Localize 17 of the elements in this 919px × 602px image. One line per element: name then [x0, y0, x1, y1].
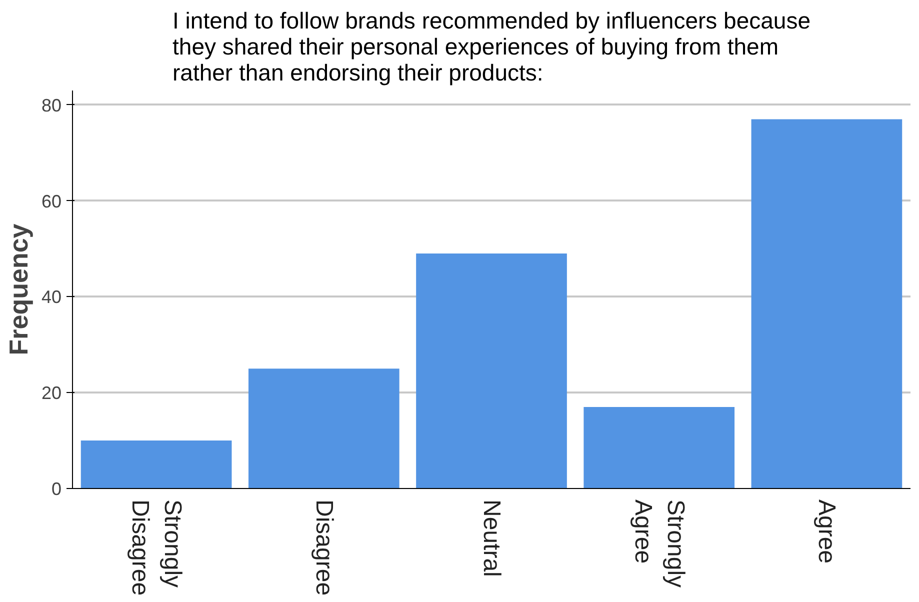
bar: [751, 119, 902, 488]
x-tick-label: Disagree: [310, 500, 338, 596]
chart-title: I intend to follow brands recommended by influencers because they shared their personal experiences of buying from them rather than endorsing their products:: [172, 8, 810, 86]
y-tick-label: 60: [41, 191, 62, 212]
y-tick-label: 80: [41, 95, 62, 116]
x-tick-label: Strongly Agree: [629, 500, 689, 588]
y-tick-label: 0: [51, 479, 62, 499]
x-tick-label: Neutral: [478, 500, 505, 577]
y-tick-label: 20: [41, 383, 62, 404]
x-tick-label: Agree: [813, 500, 840, 564]
y-tick-label: 40: [41, 287, 62, 308]
bar: [416, 254, 567, 488]
bar: [248, 368, 400, 488]
bar: [80, 440, 232, 488]
x-tick-label: Strongly Disagree: [126, 500, 186, 596]
bar: [584, 406, 735, 488]
y-axis-title: Frequency: [3, 223, 34, 356]
